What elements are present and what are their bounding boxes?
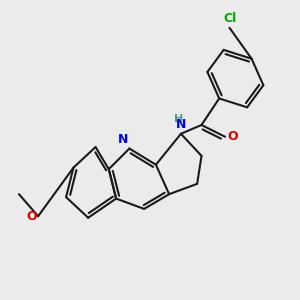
- Text: O: O: [26, 210, 37, 223]
- Text: H: H: [174, 114, 183, 124]
- Text: N: N: [118, 133, 128, 146]
- Text: N: N: [176, 118, 186, 131]
- Text: Cl: Cl: [223, 12, 236, 25]
- Text: O: O: [227, 130, 238, 143]
